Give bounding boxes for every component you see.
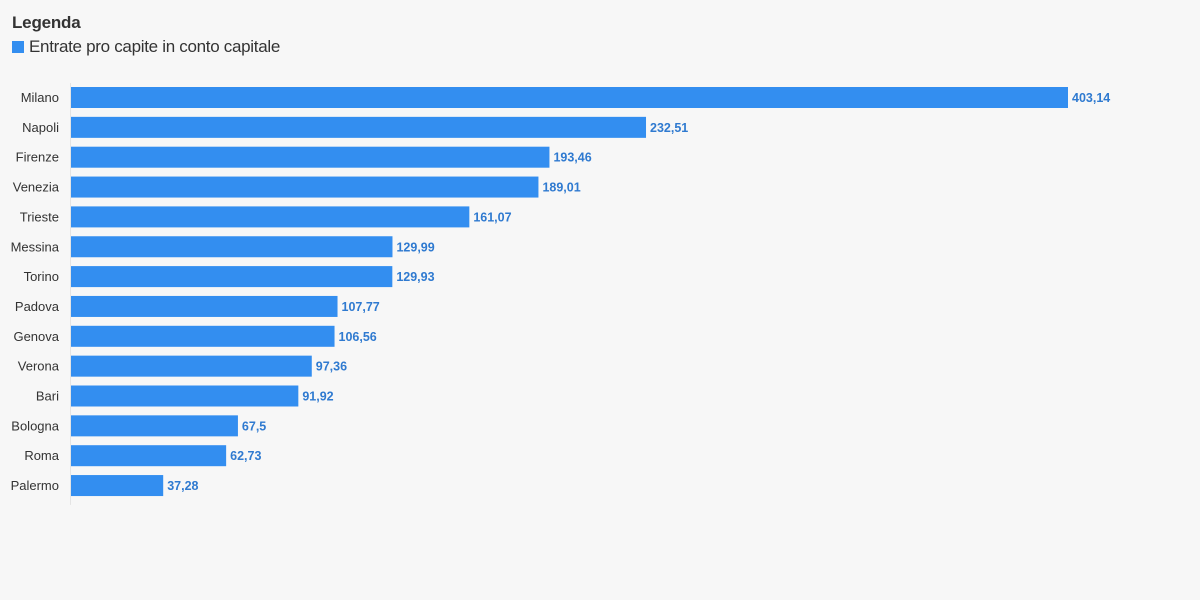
value-label: 107,77 bbox=[342, 300, 380, 314]
value-label: 129,93 bbox=[396, 270, 434, 284]
value-label: 161,07 bbox=[473, 210, 511, 224]
category-label: Verona bbox=[18, 359, 60, 374]
category-label: Roma bbox=[24, 448, 59, 463]
value-label: 97,36 bbox=[316, 360, 347, 374]
legend-item[interactable]: Entrate pro capite in conto capitale bbox=[12, 36, 280, 58]
bar[interactable] bbox=[71, 325, 335, 347]
bar[interactable] bbox=[71, 236, 393, 258]
category-label: Milano bbox=[21, 90, 59, 105]
bar[interactable] bbox=[71, 146, 550, 168]
value-label: 62,73 bbox=[230, 449, 261, 463]
value-label: 67,5 bbox=[242, 419, 266, 433]
value-label: 403,14 bbox=[1072, 91, 1110, 105]
bar[interactable] bbox=[71, 87, 1068, 108]
bar[interactable] bbox=[71, 206, 470, 228]
category-label: Firenze bbox=[16, 150, 59, 165]
category-label: Torino bbox=[24, 269, 59, 284]
legend-swatch bbox=[12, 41, 24, 53]
legend: Legenda Entrate pro capite in conto capi… bbox=[12, 12, 280, 58]
legend-title: Legenda bbox=[12, 13, 81, 32]
category-label: Palermo bbox=[11, 478, 59, 493]
bar[interactable] bbox=[71, 385, 299, 407]
value-label: 91,92 bbox=[302, 390, 333, 404]
bar[interactable] bbox=[71, 415, 238, 437]
value-label: 193,46 bbox=[553, 151, 591, 165]
value-label: 37,28 bbox=[167, 479, 198, 493]
category-label: Venezia bbox=[13, 180, 60, 195]
category-label: Bari bbox=[36, 389, 59, 404]
category-label: Padova bbox=[15, 299, 60, 314]
bar[interactable] bbox=[71, 266, 393, 288]
value-label: 189,01 bbox=[542, 181, 580, 195]
legend-label: Entrate pro capite in conto capitale bbox=[29, 37, 280, 56]
bar[interactable] bbox=[71, 295, 338, 317]
value-label: 106,56 bbox=[339, 330, 377, 344]
category-label: Trieste bbox=[20, 209, 59, 224]
category-label: Bologna bbox=[11, 418, 59, 433]
value-label: 232,51 bbox=[650, 121, 688, 135]
bar[interactable] bbox=[71, 355, 312, 377]
bar[interactable] bbox=[71, 116, 647, 138]
category-label: Napoli bbox=[22, 120, 59, 135]
value-label: 129,99 bbox=[396, 240, 434, 254]
bar[interactable] bbox=[71, 475, 164, 497]
bar[interactable] bbox=[71, 445, 227, 467]
bar[interactable] bbox=[71, 176, 539, 198]
category-label: Genova bbox=[13, 329, 59, 344]
category-label: Messina bbox=[11, 239, 60, 254]
